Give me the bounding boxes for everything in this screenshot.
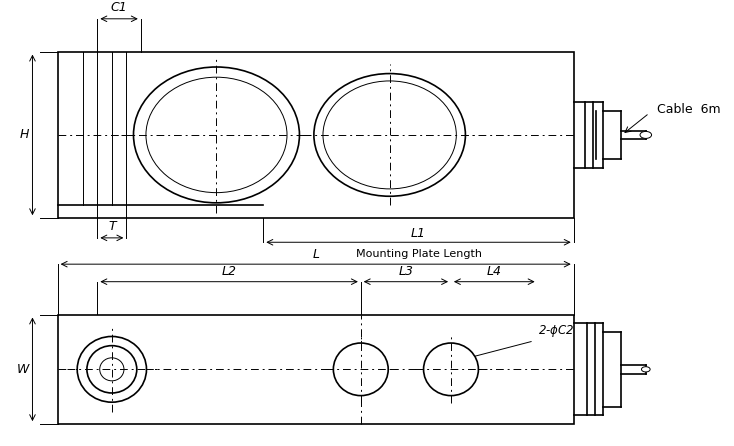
Text: L4: L4 [487,265,502,278]
Bar [58,314,574,424]
Text: Mounting Plate Length: Mounting Plate Length [355,249,482,259]
Text: L: L [312,248,319,260]
Ellipse shape [323,81,457,189]
Bar [58,52,574,218]
Text: W: W [16,363,29,376]
Ellipse shape [424,343,479,396]
Ellipse shape [333,343,388,396]
Ellipse shape [314,74,465,196]
Ellipse shape [100,358,124,381]
Text: L1: L1 [411,227,426,240]
Text: H: H [20,128,29,141]
Text: L2: L2 [222,265,236,278]
Text: C1: C1 [111,1,128,14]
Circle shape [640,132,652,138]
Text: 2-$\phi$C2: 2-$\phi$C2 [537,322,574,339]
Text: L3: L3 [399,265,413,278]
Ellipse shape [134,67,299,203]
Ellipse shape [146,77,287,193]
Ellipse shape [87,346,137,393]
Circle shape [642,367,650,372]
Ellipse shape [77,336,147,402]
Text: Cable  6m: Cable 6m [657,103,720,116]
Text: T: T [108,220,116,234]
